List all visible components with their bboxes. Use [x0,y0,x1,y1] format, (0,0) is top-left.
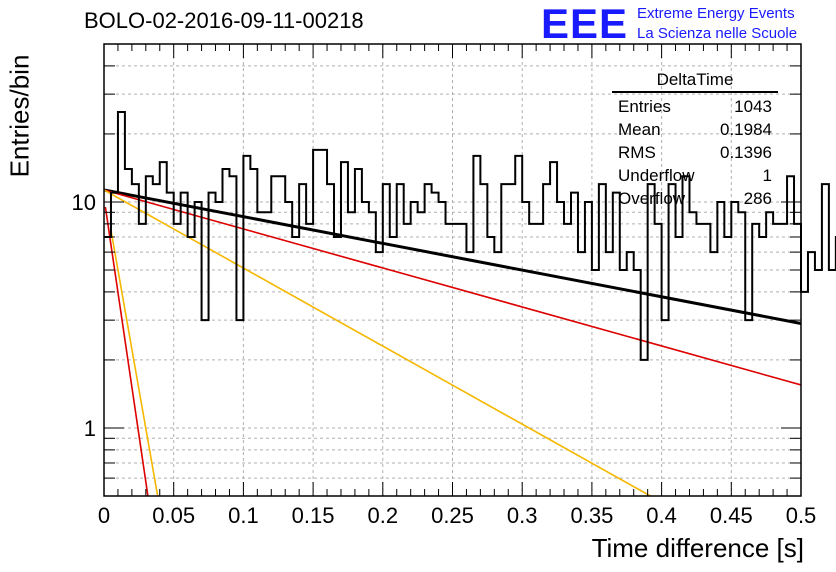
y-tick-label: 10 [72,190,96,215]
x-tick-label: 0.35 [570,503,613,528]
y-axis-label: Entries/bin [4,54,35,178]
axis-ticks [103,43,802,497]
stats-value: 1043 [734,97,772,116]
x-tick-label: 0.5 [786,503,817,528]
logo-mark: EEE [541,0,629,47]
x-tick-label: 0.15 [292,503,335,528]
fit-line [110,230,159,497]
stats-value: 1 [762,166,772,185]
stats-row-entries: Entries 1043 [612,95,778,118]
stats-box: DeltaTime Entries 1043 Mean 0.1984 RMS 0… [612,70,778,210]
stats-label: Entries [618,97,671,116]
x-tick-label: 0.25 [431,503,474,528]
x-axis-label: Time difference [s] [591,533,804,563]
chart-title: BOLO-02-2016-09-11-00218 [84,8,364,33]
stats-value: 286 [743,189,772,208]
fit-line [104,206,149,497]
stats-title: DeltaTime [612,70,778,93]
fit-line [103,189,651,497]
fit-curves [103,188,802,497]
x-tick-label: 0.45 [710,503,753,528]
stats-row-rms: RMS 0.1396 [612,141,778,164]
stats-label: RMS [618,143,656,162]
stats-row-mean: Mean 0.1984 [612,118,778,141]
stats-value: 0.1396 [720,143,772,162]
fit-line [103,188,802,325]
histogram-outline [104,111,836,361]
stats-label: Mean [618,120,661,139]
y-axis-label-box: Entries/bin [4,50,35,182]
logo-line-2: La Scienza nelle Scuole [637,25,798,42]
y-tick-label: 1 [84,416,96,441]
x-tick-label: 0.05 [152,503,195,528]
x-tick-label: 0.4 [646,503,677,528]
logo-line-1: Extreme Energy Events [637,5,795,22]
stats-label: Underflow [618,166,695,185]
x-tick-label: 0 [98,503,110,528]
tick-labels: 0 0.05 0.1 0.15 0.2 0.25 0.3 0.35 0.4 0.45 0.5 1 10 [72,190,817,528]
x-tick-label: 0.1 [228,503,259,528]
x-tick-label: 0.2 [368,503,399,528]
stats-label: Overflow [618,189,686,208]
stats-row-overflow: Overflow 286 [612,187,778,210]
fit-line [103,189,802,386]
stats-row-underflow: Underflow 1 [612,164,778,187]
x-tick-label: 0.3 [507,503,538,528]
stats-value: 0.1984 [720,120,772,139]
